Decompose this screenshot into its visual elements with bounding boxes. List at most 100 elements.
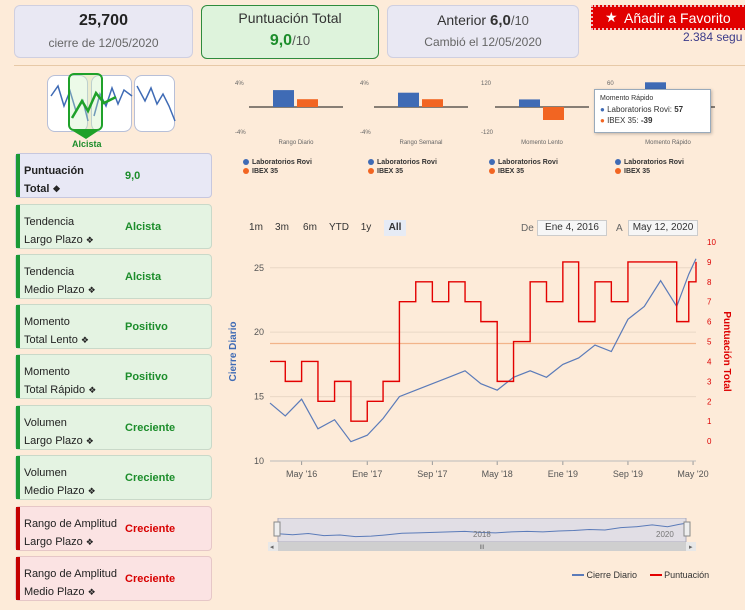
metric-card[interactable]: Puntuación Total ❖ 9,0 <box>15 153 212 198</box>
legend-dot <box>368 159 374 165</box>
metric-indicator <box>16 507 20 550</box>
legend-entry[interactable]: IBEX 35 <box>615 167 684 176</box>
metric-label-line2: Total Rápido <box>24 384 86 396</box>
followers-count: 2.384 segu <box>683 30 743 44</box>
y-left-tick: 10 <box>254 456 264 466</box>
trend-option-up[interactable] <box>134 75 176 132</box>
metric-label: Momento Total Rápido ❖ <box>24 363 134 399</box>
legend-score-label[interactable]: Puntuación <box>664 570 710 580</box>
range-button-1y[interactable]: 1y <box>360 222 372 233</box>
info-icon[interactable]: ❖ <box>85 537 94 547</box>
mini-bar <box>422 99 443 107</box>
range-button-6m[interactable]: 6m <box>303 222 317 233</box>
range-button-all[interactable]: All <box>384 220 406 236</box>
info-icon[interactable]: ❖ <box>85 235 94 245</box>
metric-label-line1: Momento <box>24 366 70 378</box>
metric-card[interactable]: Momento Total Lento ❖ Positivo <box>15 304 212 349</box>
y-right-tick: 3 <box>707 377 712 386</box>
scroll-left-arrow-icon[interactable]: ◂ <box>270 544 274 551</box>
metric-label-line2: Medio Plazo <box>24 284 85 296</box>
y-left-tick: 20 <box>254 327 264 337</box>
info-icon[interactable]: ❖ <box>80 335 89 345</box>
y-right-tick: 1 <box>707 417 712 426</box>
y-right-title: Puntuación Total <box>721 311 732 392</box>
range-button-3m[interactable]: 3m <box>275 222 289 233</box>
mini-bar <box>398 92 419 107</box>
metric-label: Momento Total Lento ❖ <box>24 313 134 349</box>
navigator-handle-left[interactable] <box>273 521 281 537</box>
mini-chart-title: Momento Lento <box>521 140 563 146</box>
trend-line-icon <box>93 85 133 117</box>
metric-value: Alcista <box>125 271 162 283</box>
mini-tick-label: -4% <box>360 130 371 136</box>
y-right-tick: 5 <box>707 338 712 347</box>
legend-entry[interactable]: IBEX 35 <box>243 167 312 176</box>
legend-dot <box>615 168 621 174</box>
info-icon[interactable]: ❖ <box>87 486 96 496</box>
metric-indicator <box>16 255 20 298</box>
metric-card[interactable]: Rango de Amplitud Medio Plazo ❖ Creciente <box>15 556 212 601</box>
legend-close-swatch <box>572 574 584 576</box>
metric-value: Positivo <box>125 321 168 333</box>
price-value: 25,700 <box>79 12 128 29</box>
mini-legend: Laboratorios Rovi IBEX 35 <box>489 158 558 176</box>
mini-bar-chart: 4% -4% Rango Diario <box>235 81 343 146</box>
metric-indicator <box>16 406 20 449</box>
navigator-handle-right[interactable] <box>683 521 691 537</box>
mini-bar <box>273 90 294 107</box>
metric-card[interactable]: Rango de Amplitud Largo Plazo ❖ Creciente <box>15 506 212 551</box>
date-to-input[interactable]: May 12, 2020 <box>628 220 698 236</box>
navigator[interactable]: 2018 2020 III ◂ ▸ <box>268 518 696 552</box>
mini-tick-label: -120 <box>481 130 494 136</box>
navigator-label: 2018 <box>473 530 491 539</box>
legend-label: IBEX 35 <box>498 168 525 175</box>
legend-entry[interactable]: IBEX 35 <box>489 167 558 176</box>
mini-legend: Laboratorios Rovi IBEX 35 <box>243 158 312 176</box>
metric-card[interactable]: Tendencia Medio Plazo ❖ Alcista <box>15 254 212 299</box>
mini-bar <box>297 99 318 107</box>
legend-entry[interactable]: Laboratorios Rovi <box>489 158 558 167</box>
price-caption: cierre de 12/05/2020 <box>48 36 159 50</box>
mini-bar-chart: 120 -120 Momento Lento <box>481 81 589 146</box>
legend-entry[interactable]: Laboratorios Rovi <box>243 158 312 167</box>
info-icon[interactable]: ❖ <box>85 436 94 446</box>
metric-card[interactable]: Volumen Largo Plazo ❖ Creciente <box>15 405 212 450</box>
metric-label-line2: Total Lento <box>24 334 78 346</box>
range-button-ytd[interactable]: YTD <box>329 222 349 233</box>
legend-close-label[interactable]: Cierre Diario <box>586 570 638 580</box>
navigator-series <box>277 522 687 538</box>
legend-entry[interactable]: IBEX 35 <box>368 167 437 176</box>
metric-card[interactable]: Tendencia Largo Plazo ❖ Alcista <box>15 204 212 249</box>
range-button-1m[interactable]: 1m <box>249 222 263 233</box>
metric-value: Creciente <box>125 523 176 535</box>
x-tick-label: Ene '17 <box>352 469 382 479</box>
info-icon[interactable]: ❖ <box>88 385 97 395</box>
date-from-input[interactable]: Ene 4, 2016 <box>537 220 607 236</box>
previous-caption: Cambió el 12/05/2020 <box>424 35 542 49</box>
legend-entry[interactable]: Laboratorios Rovi <box>615 158 684 167</box>
legend-entry[interactable]: Laboratorios Rovi <box>368 158 437 167</box>
scrollbar-thumb[interactable] <box>278 542 686 551</box>
metric-value: 9,0 <box>125 170 141 182</box>
info-icon[interactable]: ❖ <box>52 184 61 194</box>
navigator-window[interactable] <box>277 518 687 543</box>
info-icon[interactable]: ❖ <box>87 587 96 597</box>
mini-tick-label: 120 <box>481 81 492 87</box>
mini-bar-chart: 4% -4% Rango Semanal <box>360 81 468 146</box>
metric-label: Tendencia Largo Plazo ❖ <box>24 213 134 249</box>
metric-label-line1: Volumen <box>24 417 67 429</box>
y-right-tick: 2 <box>707 397 712 406</box>
metric-label-line2: Medio Plazo <box>24 485 85 497</box>
add-favorite-button[interactable]: ★ Añadir a Favorito <box>591 5 745 30</box>
metric-indicator <box>16 355 20 398</box>
scrollbar-grip: III <box>479 545 484 551</box>
info-icon[interactable]: ❖ <box>87 285 96 295</box>
trend-option-selected[interactable] <box>91 75 133 132</box>
metric-card[interactable]: Momento Total Rápido ❖ Positivo <box>15 354 212 399</box>
scroll-right-arrow-icon[interactable]: ▸ <box>689 544 693 551</box>
price-card: 25,700 cierre de 12/05/2020 <box>14 5 193 58</box>
mini-chart-title: Rango Diario <box>278 140 314 146</box>
star-icon: ★ <box>605 9 618 25</box>
metric-card[interactable]: Volumen Medio Plazo ❖ Creciente <box>15 455 212 500</box>
metric-value: Alcista <box>125 221 162 233</box>
